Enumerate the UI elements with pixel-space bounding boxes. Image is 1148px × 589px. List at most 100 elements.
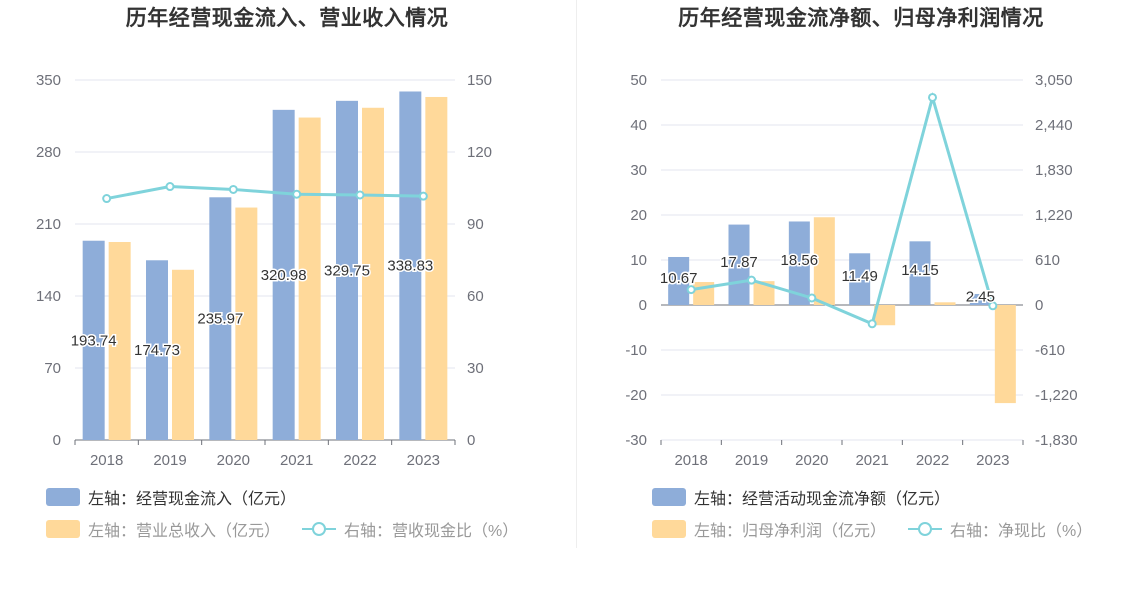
left-axis-tick-label: 10 (630, 252, 647, 269)
line-point (102, 194, 112, 204)
bar-left-series2 (934, 302, 956, 305)
bar-left-series2 (994, 305, 1016, 404)
left-axis-tick-label: 50 (630, 72, 647, 89)
bar-data-label: 10.67 (660, 270, 698, 287)
bar-left-series1 (909, 241, 931, 305)
left-axis-tick-label: 0 (639, 297, 647, 314)
line-point (292, 189, 302, 199)
bar-left-series2 (425, 96, 448, 440)
bar-left-series1 (336, 100, 358, 440)
left-axis-tick-label: 30 (630, 162, 647, 179)
line-point (686, 285, 696, 295)
bar-data-label: 18.56 (781, 252, 819, 269)
x-axis-tick-label: 2021 (280, 452, 313, 469)
right-chart-plot: -30 -1,830 -20 -1,220 -10 -610 0 0 10 610 20 1,220 3… (625, 72, 1078, 469)
line-point (418, 191, 428, 201)
right-axis-tick-label: -1,830 (1035, 432, 1078, 449)
line-point (165, 182, 175, 192)
left-chart-title: 历年经营现金流入、营业收入情况 (125, 7, 449, 30)
x-axis-tick-label: 2020 (217, 452, 250, 469)
bar-left-series2 (874, 305, 896, 326)
line-series (690, 91, 995, 326)
bar-left-series1 (146, 260, 168, 440)
right-axis-tick-label: 610 (1035, 252, 1060, 269)
legend-swatch-orange (652, 520, 686, 538)
x-axis-tick-label: 2019 (735, 452, 768, 469)
legend-item-net-profit[interactable]: 左轴：归母净利润（亿元） (652, 517, 886, 541)
left-axis-tick-label: 20 (630, 207, 647, 224)
legend-label: 左轴：经营活动现金流净额（亿元） (694, 491, 951, 508)
panel-divider (576, 0, 577, 548)
x-axis-tick-label: 2021 (855, 452, 888, 469)
legend-line-circle-icon (908, 522, 943, 536)
bar-data-label: 338.83 (387, 258, 433, 275)
line-point (928, 92, 937, 102)
bar-left-series2 (108, 242, 131, 440)
legend-item-cash-inflow[interactable]: 左轴：经营现金流入（亿元） (46, 485, 296, 509)
bar-data-label: 174.73 (134, 342, 180, 359)
right-axis-tick-label: 0 (467, 432, 475, 449)
line-point (807, 293, 817, 303)
right-axis-tick-label: -610 (1035, 342, 1065, 359)
left-axis-tick-label: -10 (625, 342, 647, 359)
legend-line-circle-icon (302, 522, 337, 536)
line-point (747, 275, 756, 285)
bar-data-label: 14.15 (901, 262, 939, 279)
left-axis-tick-label: -20 (625, 387, 647, 404)
bar-data-label: 193.74 (71, 332, 117, 349)
legend-swatch-blue (652, 488, 686, 506)
x-axis-tick-label: 2022 (916, 452, 949, 469)
x-axis-tick-label: 2020 (795, 452, 828, 469)
right-axis-tick-label: 90 (467, 216, 484, 233)
bar-left-series1 (399, 91, 422, 441)
bar-left-series2 (298, 117, 321, 441)
right-axis-tick-label: -1,220 (1035, 387, 1078, 404)
legend-item-revenue[interactable]: 左轴：营业总收入（亿元） (46, 517, 280, 541)
right-axis-tick-label: 3,050 (1035, 72, 1073, 89)
left-chart-panel: 历年经营现金流入、营业收入情况 0 0 70 30 140 60 210 90 280 120 35… (36, 7, 540, 550)
bar-left-series2 (362, 107, 384, 441)
legend-swatch-blue (46, 488, 80, 506)
bar-left-series1 (969, 293, 991, 305)
bar-left-series2 (235, 207, 258, 440)
left-axis-tick-label: 210 (36, 216, 61, 233)
right-axis-tick-label: 0 (1035, 297, 1043, 314)
line-point (867, 319, 877, 329)
x-axis-tick-label: 2019 (153, 452, 186, 469)
left-chart-plot: 0 0 70 30 140 60 210 90 280 120 350 150 2018 2019 2020… (36, 72, 492, 469)
line-series (106, 185, 424, 201)
bar-data-label: 2.45 (966, 288, 995, 305)
bar-left-series1 (788, 221, 810, 305)
bar-data-label: 235.97 (197, 311, 243, 328)
legend-label: 左轴：归母净利润（亿元） (694, 523, 887, 540)
left-axis-tick-label: 350 (36, 72, 61, 89)
x-axis-tick-label: 2023 (976, 452, 1009, 469)
bar-data-label: 329.75 (324, 262, 370, 279)
legend-item-cash-ratio[interactable]: 右轴：营收现金比（%） (302, 517, 518, 541)
bar-left-series1 (209, 197, 232, 440)
legend-label: 左轴：营业总收入（亿元） (88, 523, 281, 540)
left-axis-tick-label: 140 (36, 288, 61, 305)
legend-swatch-orange (46, 520, 80, 538)
legend-label: 右轴：营收现金比（%） (344, 523, 519, 540)
right-axis-tick-label: 1,220 (1035, 207, 1073, 224)
right-axis-tick-label: 1,830 (1035, 162, 1073, 179)
left-axis-tick-label: 280 (36, 144, 61, 161)
bar-left-series1 (668, 256, 690, 305)
left-axis-tick-label: 70 (44, 360, 61, 377)
x-axis-tick-label: 2018 (674, 452, 707, 469)
legend-label: 右轴：净现比（%） (950, 523, 1093, 540)
left-axis-tick-label: -30 (625, 432, 647, 449)
bar-data-label: 17.87 (720, 254, 758, 271)
bar-left-series1 (728, 224, 750, 305)
left-chart-legend: 左轴：经营现金流入（亿元） 左轴：营业总收入（亿元） 右轴：营收现金比（%） (46, 486, 540, 550)
left-axis-tick-label: 0 (53, 432, 61, 449)
bar-left-series2 (813, 217, 835, 305)
bar-left-series2 (753, 281, 775, 305)
right-axis-tick-label: 60 (467, 288, 484, 305)
legend-item-net-cash-ratio[interactable]: 右轴：净现比（%） (908, 517, 1092, 541)
x-axis-tick-label: 2023 (407, 452, 440, 469)
legend-item-net-cash-flow[interactable]: 左轴：经营活动现金流净额（亿元） (652, 485, 950, 509)
right-axis-tick-label: 2,440 (1035, 117, 1073, 134)
bar-left-series1 (82, 240, 105, 440)
